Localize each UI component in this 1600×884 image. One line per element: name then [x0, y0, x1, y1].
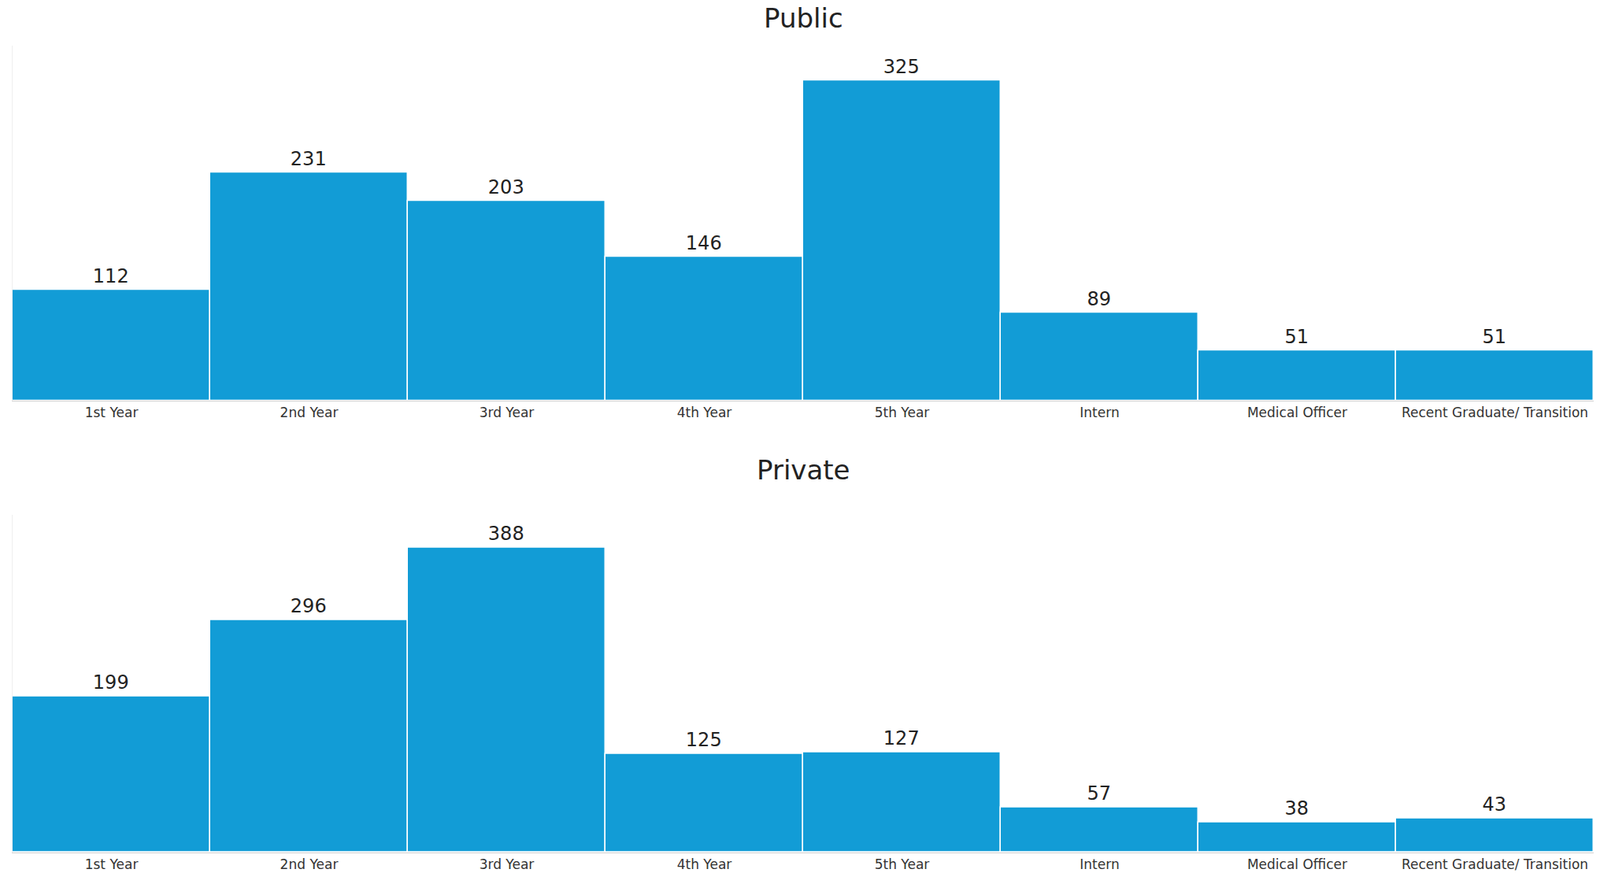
svg-text:1st Year: 1st Year	[85, 404, 139, 421]
svg-text:38: 38	[1284, 797, 1309, 820]
svg-text:2nd Year: 2nd Year	[280, 404, 339, 421]
svg-text:146: 146	[685, 232, 723, 255]
svg-text:325: 325	[883, 55, 920, 78]
svg-text:Medical Officer: Medical Officer	[1247, 404, 1348, 421]
svg-text:203: 203	[488, 176, 525, 199]
svg-text:89: 89	[1086, 288, 1112, 311]
svg-text:3rd Year: 3rd Year	[479, 404, 535, 421]
svg-text:296: 296	[290, 595, 327, 618]
svg-text:4th Year: 4th Year	[677, 856, 733, 873]
svg-text:1st Year: 1st Year	[85, 856, 139, 873]
svg-text:5th Year: 5th Year	[874, 404, 930, 421]
svg-text:112: 112	[92, 265, 130, 288]
svg-text:Recent Graduate/ Transition: Recent Graduate/ Transition	[1401, 856, 1589, 873]
svg-text:Recent Graduate/ Transition: Recent Graduate/ Transition	[1401, 404, 1589, 421]
svg-text:Intern: Intern	[1079, 404, 1119, 421]
svg-text:388: 388	[488, 522, 525, 545]
svg-text:125: 125	[685, 729, 723, 752]
svg-text:51: 51	[1481, 325, 1507, 349]
svg-text:4th Year: 4th Year	[677, 404, 733, 421]
svg-text:199: 199	[92, 671, 130, 694]
svg-text:127: 127	[883, 727, 920, 750]
svg-text:Public: Public	[763, 2, 844, 34]
svg-text:2nd Year: 2nd Year	[280, 856, 339, 873]
svg-text:57: 57	[1086, 782, 1112, 805]
svg-text:5th Year: 5th Year	[874, 856, 930, 873]
svg-text:51: 51	[1284, 325, 1309, 349]
svg-text:43: 43	[1481, 793, 1507, 816]
svg-text:3rd Year: 3rd Year	[479, 856, 535, 873]
svg-text:Medical Officer: Medical Officer	[1247, 856, 1348, 873]
svg-text:Private: Private	[756, 454, 851, 486]
svg-text:Intern: Intern	[1079, 856, 1119, 873]
svg-text:231: 231	[290, 148, 327, 171]
